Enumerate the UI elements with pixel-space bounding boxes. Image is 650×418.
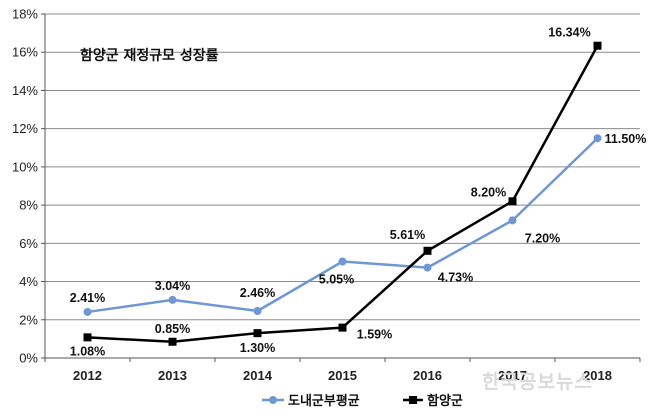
- data-label: 4.73%: [438, 271, 473, 285]
- y-tick-label: 2%: [19, 312, 38, 327]
- data-point-circle: [593, 134, 602, 143]
- chart-title: 함양군 재정규모 성장률: [80, 47, 219, 64]
- x-tick-label: 2012: [73, 368, 102, 383]
- data-point-square: [338, 323, 347, 332]
- y-tick-label: 6%: [19, 236, 38, 251]
- series-group: [83, 41, 602, 346]
- y-tick-label: 10%: [12, 159, 38, 174]
- y-tick-label: 8%: [19, 198, 38, 213]
- data-label: 11.50%: [605, 132, 647, 146]
- data-label: 8.20%: [471, 185, 506, 199]
- legend-marker-square: [409, 396, 417, 404]
- x-tick-label: 2016: [413, 368, 442, 383]
- data-point-square: [593, 41, 602, 50]
- x-axis-tick-labels: 2012 2013 2014 2015 2016 2017 2018: [73, 368, 612, 383]
- data-point-square: [423, 246, 432, 255]
- legend: 도내군부평균 함양군: [262, 393, 463, 409]
- x-tick-label: 2014: [243, 368, 273, 383]
- data-label: 1.59%: [357, 328, 392, 342]
- data-point-circle: [508, 216, 517, 225]
- y-tick-label: 0%: [19, 351, 38, 366]
- data-label: 5.61%: [390, 228, 425, 242]
- data-point-circle: [168, 295, 177, 304]
- legend-label: 함양군: [427, 393, 463, 409]
- data-label: 7.20%: [525, 231, 560, 245]
- watermark: 한국공보뉴스: [482, 371, 593, 393]
- data-point-square: [508, 197, 517, 206]
- legend-marker-circle: [269, 396, 277, 404]
- data-label: 1.30%: [240, 341, 275, 355]
- y-tick-label: 18%: [12, 7, 38, 22]
- data-label: 3.04%: [155, 279, 190, 293]
- y-tick-label: 12%: [12, 121, 38, 136]
- x-tick-label: 2015: [328, 368, 357, 383]
- data-point-circle: [423, 263, 432, 272]
- y-axis-tick-labels: 0% 2% 4% 6% 8% 10% 12% 14% 16% 18%: [12, 7, 38, 366]
- axes: [41, 13, 641, 362]
- data-point-circle: [338, 257, 347, 266]
- legend-label: 도내군부평균: [288, 393, 360, 409]
- data-point-square: [83, 333, 92, 342]
- data-point-circle: [83, 307, 92, 316]
- y-tick-label: 14%: [12, 83, 38, 98]
- data-point-square: [168, 337, 177, 346]
- data-label: 16.34%: [548, 26, 590, 40]
- gridlines: [45, 13, 640, 321]
- data-label: 5.05%: [319, 272, 354, 286]
- x-tick-label: 2013: [158, 368, 187, 383]
- y-tick-label: 16%: [12, 45, 38, 60]
- x-tick-label: 2018: [583, 368, 612, 383]
- y-tick-label: 4%: [19, 274, 38, 289]
- data-label: 2.46%: [240, 286, 275, 300]
- data-label: 0.85%: [155, 322, 190, 336]
- data-label: 1.08%: [70, 344, 105, 358]
- data-point-circle: [253, 306, 262, 315]
- x-tick-label: 2017: [498, 368, 527, 383]
- data-label: 2.41%: [70, 291, 105, 305]
- data-labels: 2.41% 3.04% 2.46% 5.05% 4.73% 7.20% 11.50% 1.08…: [70, 26, 647, 359]
- data-point-square: [253, 329, 262, 338]
